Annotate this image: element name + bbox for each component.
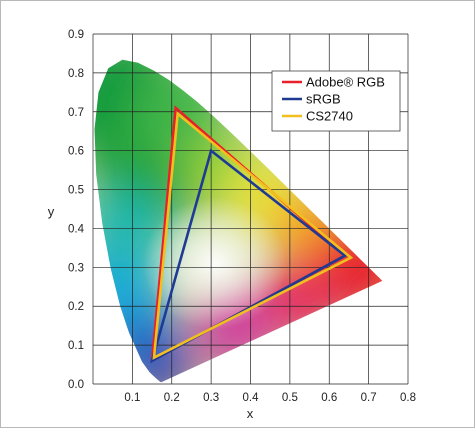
y-tick-labels: 0.0 0.1 0.2 0.3 0.4 0.5 0.6 0.7 0.8 0.9 bbox=[68, 29, 85, 391]
y-tick-label: 0.9 bbox=[68, 29, 84, 41]
x-tick-label: 0.4 bbox=[243, 392, 260, 404]
x-tick-label: 0.5 bbox=[282, 392, 298, 404]
x-tick-label: 0.6 bbox=[321, 392, 337, 404]
y-tick-label: 0.8 bbox=[68, 68, 84, 80]
legend-label: sRGB bbox=[306, 92, 341, 107]
y-tick-label: 0.5 bbox=[68, 185, 84, 197]
legend: Adobe® RGB sRGB CS2740 bbox=[271, 70, 401, 132]
x-axis-label: x bbox=[247, 406, 254, 421]
y-tick-label: 0.3 bbox=[68, 262, 84, 274]
x-tick-label: 0.1 bbox=[124, 392, 140, 404]
x-tick-label: 0.7 bbox=[361, 392, 377, 404]
y-axis-label: y bbox=[48, 204, 55, 219]
legend-label: Adobe® RGB bbox=[306, 75, 385, 90]
y-tick-label: 0.1 bbox=[68, 340, 84, 352]
x-tick-label: 0.2 bbox=[164, 392, 180, 404]
legend-label: CS2740 bbox=[306, 109, 353, 124]
gamut-colors bbox=[94, 59, 383, 383]
series-layer bbox=[150, 105, 354, 364]
x-tick-label: 0.3 bbox=[203, 392, 219, 404]
series-2-gamut-triangle bbox=[152, 111, 354, 360]
y-tick-label: 0.4 bbox=[68, 223, 85, 235]
x-tick-label: 0.8 bbox=[400, 392, 416, 404]
x-tick-labels: 0.1 0.2 0.3 0.4 0.5 0.6 0.7 0.8 bbox=[124, 392, 416, 404]
y-tick-label: 0.7 bbox=[68, 107, 84, 119]
y-tick-label: 0.6 bbox=[68, 146, 84, 158]
spectral-locus-gamut bbox=[94, 59, 383, 383]
y-tick-label: 0.2 bbox=[68, 301, 84, 313]
y-tick-label: 0.0 bbox=[68, 379, 84, 391]
